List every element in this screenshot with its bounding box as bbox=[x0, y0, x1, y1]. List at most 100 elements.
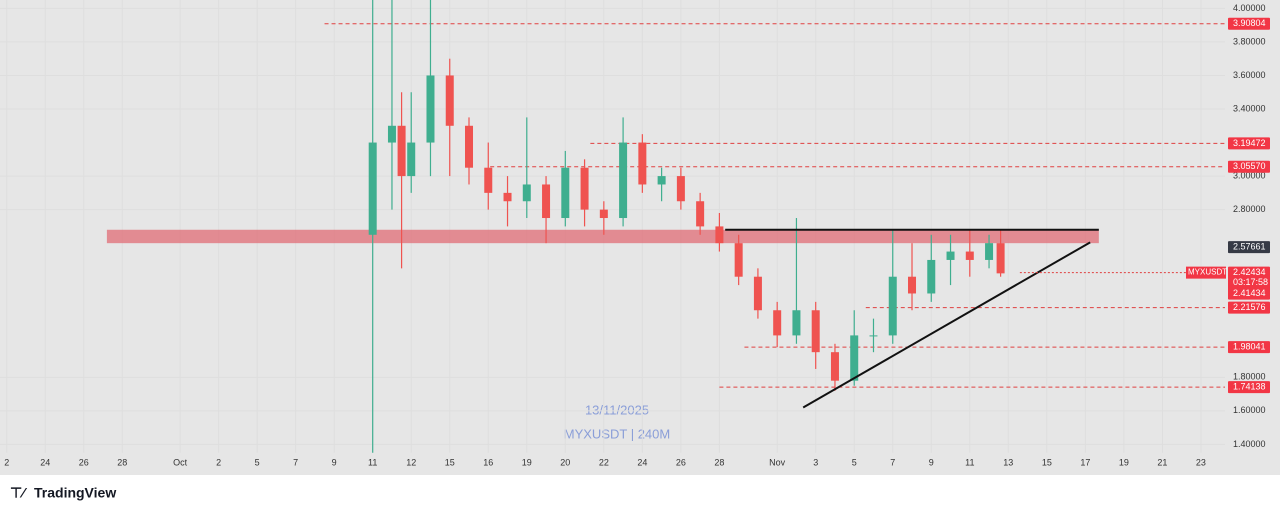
level-label: 1.98041 bbox=[1233, 341, 1266, 351]
y-tick-label: 3.40000 bbox=[1233, 103, 1266, 113]
candle-body bbox=[484, 167, 493, 193]
x-tick-label: 28 bbox=[117, 457, 127, 467]
candle-body bbox=[542, 184, 551, 219]
y-tick-label: 1.80000 bbox=[1233, 372, 1266, 382]
x-tick-label: 16 bbox=[483, 457, 493, 467]
candle-body bbox=[792, 310, 801, 336]
x-tick-label: 17 bbox=[1080, 457, 1090, 467]
candle-body bbox=[638, 142, 647, 185]
current-price-box bbox=[1228, 266, 1270, 300]
x-tick-label: Oct bbox=[173, 457, 188, 467]
candle-body bbox=[996, 243, 1005, 274]
y-tick-label: 1.40000 bbox=[1233, 439, 1266, 449]
level-label: 3.05570 bbox=[1233, 161, 1266, 171]
x-tick-label: 13 bbox=[1003, 457, 1013, 467]
x-tick-label: 9 bbox=[929, 457, 934, 467]
x-tick-label: 5 bbox=[852, 457, 857, 467]
candle-body bbox=[908, 276, 917, 294]
x-tick-label: 2 bbox=[4, 457, 9, 467]
level-label: 2.21576 bbox=[1233, 302, 1266, 312]
x-tick-label: 26 bbox=[676, 457, 686, 467]
watermark-symbol: MYXUSDT | 240M bbox=[564, 426, 670, 441]
x-tick-label: Nov bbox=[769, 457, 786, 467]
brand: TradingView bbox=[34, 485, 116, 501]
level-label: 2.57661 bbox=[1233, 241, 1266, 251]
watermark-date: 13/11/2025 bbox=[585, 402, 649, 417]
x-tick-label: 11 bbox=[965, 457, 974, 467]
candle-body bbox=[580, 167, 589, 210]
candle-body bbox=[676, 176, 685, 202]
x-tick-label: 23 bbox=[1196, 457, 1206, 467]
candle-body bbox=[561, 167, 570, 219]
countdown: 03:17:58 bbox=[1233, 277, 1268, 287]
x-tick-label: 19 bbox=[522, 457, 532, 467]
symbol-box bbox=[1186, 266, 1226, 279]
candle-body bbox=[965, 251, 974, 260]
candle-body bbox=[985, 243, 994, 260]
candle-body bbox=[407, 142, 416, 177]
level-label-box bbox=[1228, 241, 1270, 254]
candle-body bbox=[888, 276, 897, 336]
x-tick-label: 3 bbox=[813, 457, 818, 467]
candle-body bbox=[522, 184, 531, 202]
x-tick-label: 19 bbox=[1119, 457, 1129, 467]
y-tick-label: 3.00000 bbox=[1233, 170, 1266, 180]
candle-body bbox=[368, 142, 377, 235]
candle-body bbox=[426, 75, 435, 143]
x-tick-label: 11 bbox=[368, 457, 377, 467]
level-label: 3.90804 bbox=[1233, 18, 1266, 28]
logo-mark: ⊤⁄ bbox=[10, 485, 27, 501]
candle-body bbox=[465, 125, 474, 168]
x-tick-label: 21 bbox=[1157, 457, 1167, 467]
zone bbox=[106, 229, 1099, 244]
x-tick-label: 22 bbox=[599, 457, 609, 467]
level-label-box bbox=[1228, 341, 1270, 354]
candle-body bbox=[387, 125, 396, 143]
trendline bbox=[802, 241, 1091, 409]
y-tick-label: 3.80000 bbox=[1233, 36, 1266, 46]
level-label: 1.74138 bbox=[1233, 382, 1266, 392]
candle-body bbox=[619, 142, 628, 219]
level-label-box bbox=[1228, 137, 1270, 150]
candle-body bbox=[811, 310, 820, 353]
x-tick-label: 15 bbox=[445, 457, 455, 467]
y-tick-label: 1.60000 bbox=[1233, 405, 1266, 415]
candle-body bbox=[869, 335, 878, 337]
candle-body bbox=[715, 226, 724, 244]
x-tick-label: 26 bbox=[79, 457, 89, 467]
x-tick-label: 7 bbox=[293, 457, 298, 467]
candle-body bbox=[696, 201, 705, 227]
candle-body bbox=[830, 352, 839, 381]
y-tick-label: 4.00000 bbox=[1233, 3, 1266, 13]
x-tick-label: 12 bbox=[406, 457, 416, 467]
level-label-box bbox=[1228, 381, 1270, 394]
candle-body bbox=[599, 209, 608, 219]
x-tick-label: 5 bbox=[255, 457, 260, 467]
x-tick-label: 7 bbox=[890, 457, 895, 467]
x-tick-label: 9 bbox=[332, 457, 337, 467]
previous-close: 2.41434 bbox=[1233, 288, 1266, 298]
candle-body bbox=[946, 251, 955, 260]
candle-body bbox=[445, 75, 454, 126]
candle-body bbox=[397, 125, 406, 177]
level-label-box bbox=[1228, 17, 1270, 30]
x-tick-label: 24 bbox=[637, 457, 647, 467]
candle-body bbox=[734, 243, 743, 277]
candle-body bbox=[503, 192, 512, 202]
level-label: 3.19472 bbox=[1233, 138, 1266, 148]
candle-body bbox=[753, 276, 762, 311]
x-tick-label: 15 bbox=[1042, 457, 1052, 467]
level-label-box bbox=[1228, 301, 1270, 314]
candle-body bbox=[927, 259, 936, 294]
x-tick-label: 24 bbox=[40, 457, 50, 467]
level-label-box bbox=[1228, 160, 1270, 173]
x-tick-label: 2 bbox=[216, 457, 221, 467]
x-tick-label: 28 bbox=[714, 457, 724, 467]
y-tick-label: 3.60000 bbox=[1233, 70, 1266, 80]
symbol-label: MYXUSDT bbox=[1188, 268, 1227, 277]
current-price-label: 2.42434 bbox=[1233, 267, 1266, 277]
x-tick-label: 20 bbox=[560, 457, 570, 467]
candle-body bbox=[773, 310, 782, 336]
